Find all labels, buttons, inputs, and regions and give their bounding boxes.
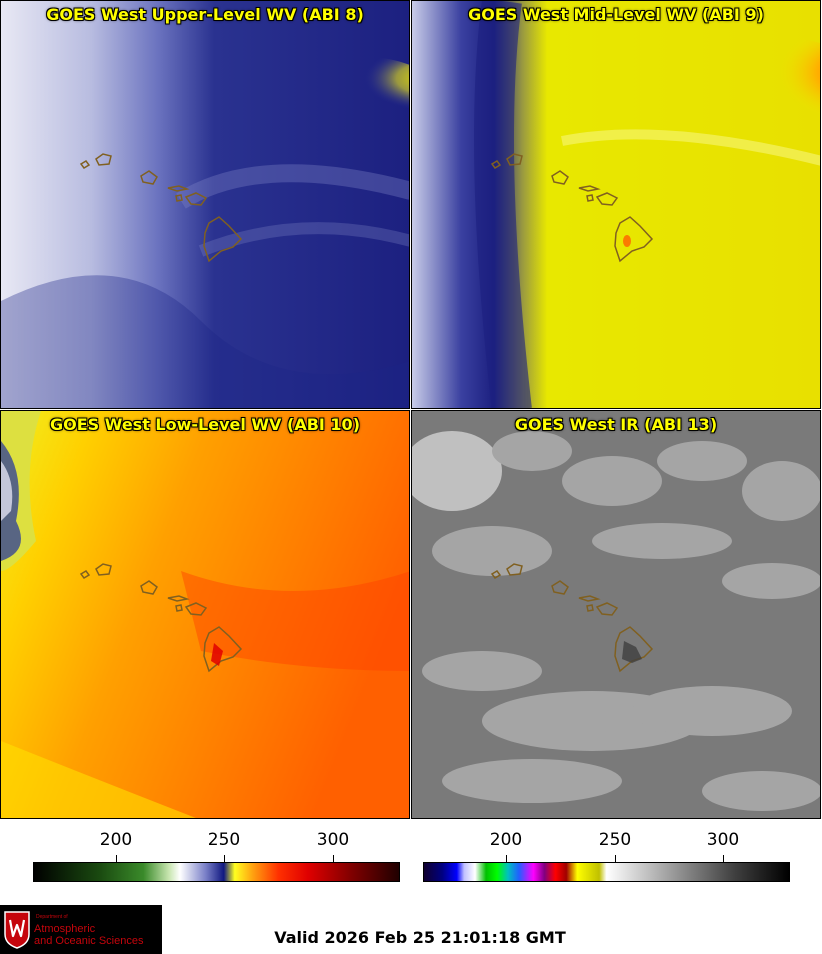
colorbar-right-tick-label: 250 xyxy=(598,830,632,850)
mid-level-wv-image xyxy=(412,1,820,408)
colorbar-left-tick xyxy=(116,855,117,862)
hawaii-coastline xyxy=(79,153,243,263)
panel-low-level-wv: GOES West Low-Level WV (ABI 10) xyxy=(0,410,410,819)
uw-crest-icon xyxy=(4,911,30,949)
colorbar-left-tick xyxy=(333,855,334,862)
colorbar-right-tick xyxy=(506,855,507,862)
aos-logo: Department of Atmospheric and Oceanic Sci… xyxy=(0,905,162,954)
colorbar-right-tick xyxy=(723,855,724,862)
panel-mid-level-wv: GOES West Mid-Level WV (ABI 9) xyxy=(411,0,821,409)
panel-title: GOES West Mid-Level WV (ABI 9) xyxy=(468,5,764,24)
panel-ir: GOES West IR (ABI 13) xyxy=(411,410,821,819)
colorbar-right-tick-label: 300 xyxy=(706,830,740,850)
hawaii-coastline xyxy=(490,153,654,263)
colorbar-wv xyxy=(33,862,400,882)
colorbar-left-tick xyxy=(224,855,225,862)
colorbar-right-tick-label: 200 xyxy=(489,830,523,850)
colorbar-left-tick-label: 250 xyxy=(207,830,241,850)
logo-department-text: Department of xyxy=(36,914,68,920)
panel-title: GOES West IR (ABI 13) xyxy=(514,415,718,434)
ir-image xyxy=(412,411,820,818)
colorbar-ir xyxy=(423,862,790,882)
colorbar-right-tick xyxy=(615,855,616,862)
hawaii-coastline xyxy=(79,563,243,673)
valid-time: Valid 2026 Feb 25 21:01:18 GMT xyxy=(274,928,566,947)
low-level-wv-image xyxy=(1,411,409,818)
logo-atmospheric-text: Atmospheric and Oceanic Sciences xyxy=(34,923,144,947)
colorbar-left-tick-label: 300 xyxy=(316,830,350,850)
panel-title: GOES West Upper-Level WV (ABI 8) xyxy=(46,5,364,24)
colorbar-left-tick-label: 200 xyxy=(99,830,133,850)
panel-upper-level-wv: GOES West Upper-Level WV (ABI 8) xyxy=(0,0,410,409)
panel-title: GOES West Low-Level WV (ABI 10) xyxy=(49,415,360,434)
upper-level-wv-image xyxy=(1,1,409,408)
